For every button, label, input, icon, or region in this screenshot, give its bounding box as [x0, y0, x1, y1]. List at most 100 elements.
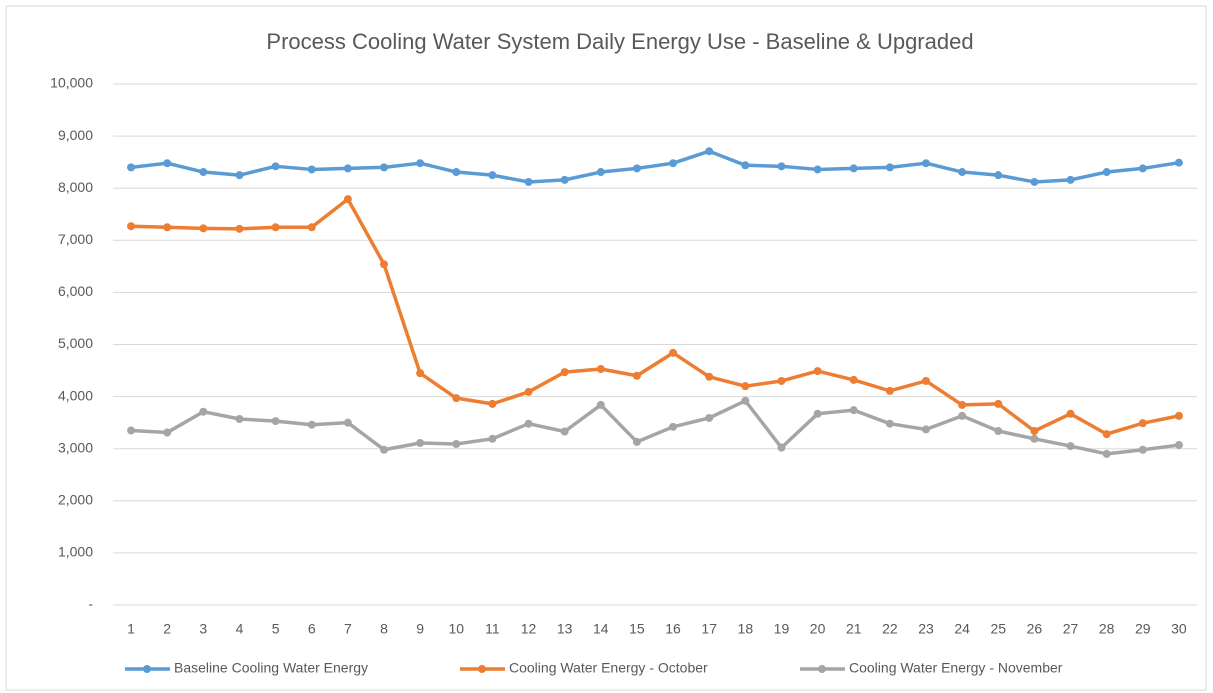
data-point	[163, 159, 172, 168]
data-point	[1138, 445, 1147, 454]
data-point	[705, 413, 714, 422]
x-tick-label: 26	[1027, 621, 1043, 637]
data-point	[849, 406, 858, 415]
x-tick-label: 21	[846, 621, 862, 637]
data-point	[1174, 411, 1183, 420]
y-tick-label: 8,000	[58, 179, 93, 195]
x-tick-label: 9	[416, 621, 424, 637]
data-point	[163, 223, 172, 232]
data-point	[1102, 430, 1111, 439]
legend-label: Cooling Water Energy - November	[849, 660, 1063, 676]
series-line	[130, 399, 1180, 456]
data-point	[271, 223, 280, 232]
legend-marker	[818, 665, 826, 673]
data-point	[777, 443, 786, 452]
y-tick-label: 4,000	[58, 387, 93, 403]
y-tick-label: 6,000	[58, 283, 93, 299]
y-tick-label: 7,000	[58, 231, 93, 247]
y-tick-label: 3,000	[58, 439, 93, 455]
x-tick-label: 4	[236, 621, 244, 637]
chart-frame	[5, 5, 1207, 691]
x-tick-label: 25	[990, 621, 1006, 637]
y-tick-label: 2,000	[58, 492, 93, 508]
data-point	[596, 400, 605, 409]
data-point	[1174, 158, 1183, 167]
x-tick-label: 11	[485, 621, 500, 637]
data-point	[1066, 409, 1075, 418]
data-point	[741, 396, 750, 405]
data-point	[488, 171, 497, 180]
x-tick-label: 5	[272, 621, 280, 637]
data-point	[1138, 164, 1147, 173]
data-point	[416, 438, 425, 447]
data-point	[1030, 434, 1039, 443]
data-point	[885, 419, 894, 428]
legend-label: Cooling Water Energy - October	[509, 660, 708, 676]
x-tick-label: 1	[127, 621, 135, 637]
data-point	[235, 224, 244, 233]
x-tick-label: 8	[380, 621, 388, 637]
data-point	[849, 375, 858, 384]
chart-title: Process Cooling Water System Daily Energ…	[266, 29, 973, 54]
x-tick-label: 28	[1099, 621, 1115, 637]
data-point	[994, 399, 1003, 408]
x-tick-label: 6	[308, 621, 316, 637]
data-point	[1174, 441, 1183, 450]
data-point	[669, 422, 678, 431]
data-point	[452, 168, 461, 177]
y-tick-label: 1,000	[58, 544, 93, 560]
data-point	[1030, 177, 1039, 186]
x-tick-label: 23	[918, 621, 934, 637]
x-tick-label: 10	[448, 621, 464, 637]
legend-marker	[143, 665, 151, 673]
data-point	[127, 163, 136, 172]
data-point	[343, 195, 352, 204]
series-line	[130, 149, 1180, 184]
data-point	[199, 168, 208, 177]
data-point	[994, 426, 1003, 435]
x-tick-label: 17	[701, 621, 717, 637]
legend-marker	[478, 665, 486, 673]
data-point	[777, 376, 786, 385]
data-point	[163, 428, 172, 437]
data-point	[596, 364, 605, 373]
data-point	[922, 376, 930, 385]
data-point	[669, 159, 678, 168]
data-point	[488, 399, 497, 408]
data-point	[235, 415, 244, 424]
data-point	[488, 434, 497, 443]
data-point	[958, 400, 967, 409]
data-point	[307, 223, 316, 232]
x-tick-label: 16	[665, 621, 681, 637]
x-tick-label: 27	[1063, 621, 1079, 637]
y-tick-label: -	[88, 596, 93, 612]
data-point	[343, 164, 352, 173]
x-tick-label: 24	[954, 621, 970, 637]
data-point	[127, 426, 136, 435]
data-point	[1102, 168, 1111, 177]
x-tick-label: 15	[629, 621, 645, 637]
data-point	[524, 419, 533, 428]
y-tick-label: 5,000	[58, 335, 93, 351]
data-point	[560, 368, 569, 377]
x-tick-label: 22	[882, 621, 898, 637]
data-point	[452, 394, 461, 403]
y-tick-label: 9,000	[58, 127, 93, 143]
data-point	[560, 427, 569, 436]
data-point	[922, 425, 930, 434]
data-point	[1102, 449, 1111, 458]
data-point	[632, 371, 641, 380]
data-point	[632, 164, 641, 173]
data-point	[271, 162, 280, 171]
x-tick-label: 13	[557, 621, 573, 637]
data-point	[958, 168, 967, 177]
x-tick-label: 20	[810, 621, 826, 637]
data-point	[596, 168, 605, 177]
data-point	[127, 222, 136, 231]
data-point	[849, 164, 858, 173]
y-tick-label: 10,000	[50, 75, 93, 91]
data-point	[1066, 442, 1075, 451]
series-line	[131, 197, 1180, 436]
data-point	[777, 162, 786, 171]
